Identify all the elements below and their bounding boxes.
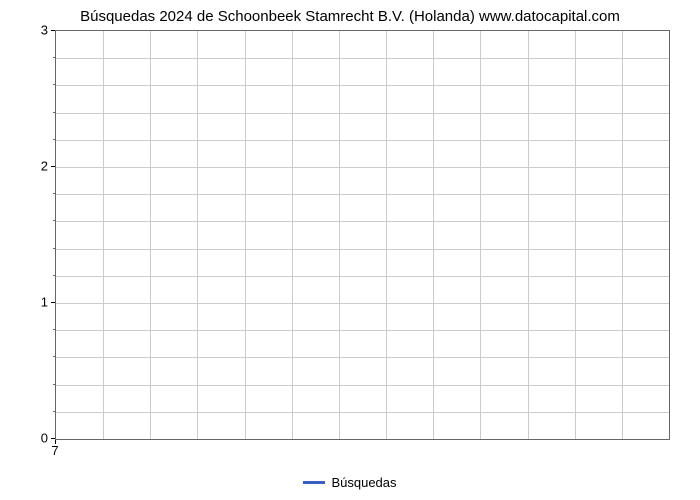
x-tick-mark: [55, 440, 56, 444]
grid-line-horizontal: [56, 85, 669, 86]
y-minor-tick-mark: [53, 384, 55, 385]
y-minor-tick-mark: [53, 248, 55, 249]
grid-line-horizontal: [56, 412, 669, 413]
grid-line-horizontal: [56, 140, 669, 141]
y-tick-label: 2: [28, 159, 48, 174]
y-tick-mark: [51, 30, 55, 31]
grid-line-horizontal: [56, 330, 669, 331]
grid-line-vertical: [386, 31, 387, 439]
grid-line-vertical: [480, 31, 481, 439]
legend-swatch: [303, 481, 325, 484]
grid-line-horizontal: [56, 385, 669, 386]
grid-line-horizontal: [56, 221, 669, 222]
grid-line-horizontal: [56, 167, 669, 168]
y-tick-label: 3: [28, 23, 48, 38]
grid-line-horizontal: [56, 276, 669, 277]
y-minor-tick-mark: [53, 57, 55, 58]
y-minor-tick-mark: [53, 193, 55, 194]
grid-line-vertical: [150, 31, 151, 439]
y-tick-label: 1: [28, 295, 48, 310]
grid-line-vertical: [197, 31, 198, 439]
grid-line-horizontal: [56, 357, 669, 358]
x-tick-label: 7: [51, 443, 58, 458]
grid-line-horizontal: [56, 194, 669, 195]
y-tick-label: 0: [28, 431, 48, 446]
grid-line-horizontal: [56, 303, 669, 304]
grid-line-vertical: [528, 31, 529, 439]
y-minor-tick-mark: [53, 112, 55, 113]
grid-line-vertical: [245, 31, 246, 439]
grid-line-vertical: [575, 31, 576, 439]
grid-line-vertical: [433, 31, 434, 439]
grid-line-vertical: [339, 31, 340, 439]
legend: Búsquedas: [0, 474, 700, 490]
grid-line-horizontal: [56, 249, 669, 250]
y-tick-mark: [51, 302, 55, 303]
chart-title: Búsquedas 2024 de Schoonbeek Stamrecht B…: [0, 8, 700, 25]
grid-line-horizontal: [56, 58, 669, 59]
legend-label: Búsquedas: [331, 475, 396, 490]
grid-line-vertical: [103, 31, 104, 439]
grid-line-vertical: [292, 31, 293, 439]
plot-area: [55, 30, 670, 440]
y-minor-tick-mark: [53, 329, 55, 330]
grid-line-vertical: [622, 31, 623, 439]
y-minor-tick-mark: [53, 411, 55, 412]
y-minor-tick-mark: [53, 356, 55, 357]
y-minor-tick-mark: [53, 220, 55, 221]
y-minor-tick-mark: [53, 275, 55, 276]
y-tick-mark: [51, 438, 55, 439]
y-minor-tick-mark: [53, 84, 55, 85]
y-tick-mark: [51, 166, 55, 167]
y-minor-tick-mark: [53, 139, 55, 140]
grid-line-horizontal: [56, 113, 669, 114]
